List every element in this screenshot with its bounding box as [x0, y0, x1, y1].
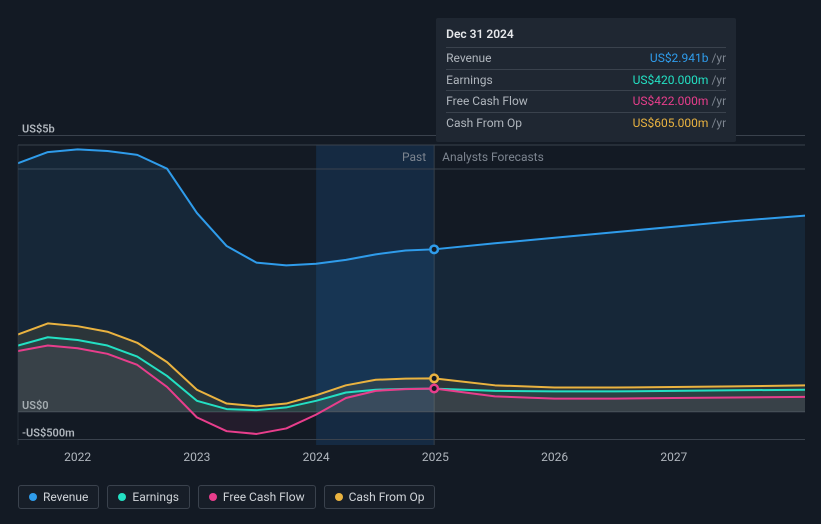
chart-tooltip: Dec 31 2024 RevenueUS$2.941b/yrEarningsU… [436, 18, 736, 142]
svg-text:-US$500m: -US$500m [22, 426, 75, 439]
svg-text:US$5b: US$5b [22, 123, 55, 136]
svg-text:2025: 2025 [422, 450, 449, 464]
tooltip-row: RevenueUS$2.941b/yr [446, 47, 726, 69]
legend-item-label: Cash From Op [349, 490, 425, 504]
tooltip-row-label: Earnings [446, 69, 577, 91]
svg-text:2027: 2027 [660, 450, 687, 464]
svg-text:2026: 2026 [541, 450, 568, 464]
legend-item-earnings[interactable]: Earnings [107, 485, 190, 509]
svg-text:2022: 2022 [64, 450, 91, 464]
tooltip-row: Free Cash FlowUS$422.000m/yr [446, 91, 726, 113]
tooltip-row-label: Free Cash Flow [446, 91, 577, 113]
legend-item-cash_from_op[interactable]: Cash From Op [324, 485, 436, 509]
tooltip-row-value: US$605.000m/yr [577, 113, 726, 134]
legend-item-label: Earnings [132, 490, 179, 504]
legend-item-revenue[interactable]: Revenue [18, 485, 99, 509]
legend-dot-icon [118, 493, 126, 501]
legend-dot-icon [209, 493, 217, 501]
legend-item-label: Revenue [43, 490, 88, 504]
tooltip-row: EarningsUS$420.000m/yr [446, 69, 726, 91]
legend-dot-icon [335, 493, 343, 501]
legend-dot-icon [29, 493, 37, 501]
svg-text:Past: Past [402, 150, 426, 164]
tooltip-row-label: Cash From Op [446, 113, 577, 134]
tooltip-row-value: US$2.941b/yr [577, 47, 726, 69]
tooltip-date: Dec 31 2024 [446, 26, 726, 43]
svg-text:2024: 2024 [303, 450, 330, 464]
svg-text:2023: 2023 [183, 450, 210, 464]
tooltip-row: Cash From OpUS$605.000m/yr [446, 113, 726, 134]
chart-legend: Revenue Earnings Free Cash Flow Cash From O… [18, 485, 435, 509]
legend-item-label: Free Cash Flow [223, 490, 305, 504]
tooltip-row-label: Revenue [446, 47, 577, 69]
svg-text:Analysts Forecasts: Analysts Forecasts [442, 150, 544, 164]
tooltip-table: RevenueUS$2.941b/yrEarningsUS$420.000m/y… [446, 47, 726, 134]
tooltip-row-value: US$422.000m/yr [577, 91, 726, 113]
financials-chart: US$5bUS$0-US$500mPastAnalysts Forecasts2… [0, 0, 821, 524]
legend-item-fcf[interactable]: Free Cash Flow [198, 485, 316, 509]
tooltip-row-value: US$420.000m/yr [577, 69, 726, 91]
